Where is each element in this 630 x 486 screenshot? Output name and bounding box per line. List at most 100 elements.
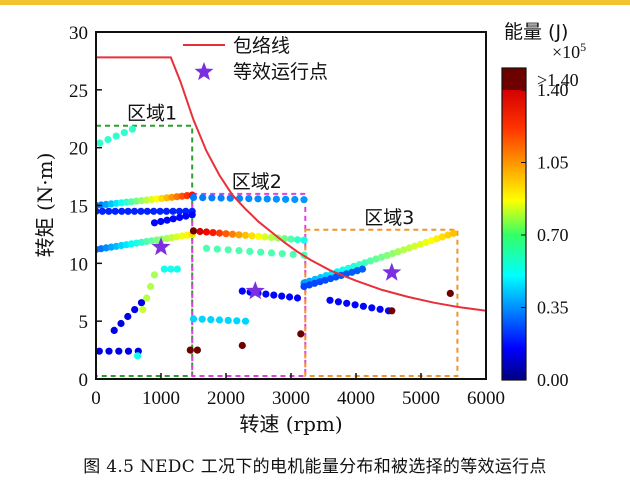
colorbar-ticks: 0.00 0.35 0.70 1.05 1.40 <box>521 80 569 390</box>
data-point <box>215 316 224 324</box>
data-point <box>248 232 256 240</box>
data-point <box>128 125 136 133</box>
y-tick-label: 0 <box>79 370 89 391</box>
data-point <box>112 132 120 140</box>
y-tick-label: 5 <box>79 312 89 333</box>
data-point <box>189 227 198 235</box>
data-point <box>359 302 367 310</box>
data-point <box>169 215 177 223</box>
colorbar-multiplier: ×105 <box>552 40 586 62</box>
data-point <box>173 265 181 273</box>
data-point <box>405 244 413 252</box>
data-point <box>131 306 139 314</box>
envelope-line <box>96 56 487 312</box>
x-axis-label: 转速 (rpm) <box>239 412 342 436</box>
data-point <box>272 195 280 203</box>
data-point <box>278 292 286 300</box>
data-point <box>104 136 112 144</box>
data-point <box>124 207 132 215</box>
data-point <box>278 250 286 258</box>
data-point <box>193 346 201 354</box>
data-point <box>189 315 198 323</box>
region2-label: 区域2 <box>232 171 282 193</box>
energy-points <box>96 125 458 360</box>
data-point <box>254 232 263 240</box>
y-axis-label: 转矩 (N·m) <box>33 153 57 258</box>
y-tick-label: 20 <box>69 139 88 160</box>
x-tick-label: 0 <box>91 388 101 409</box>
data-point <box>224 246 232 254</box>
data-point <box>235 247 243 255</box>
data-point <box>366 257 374 265</box>
colorbar-tick-label: 0.00 <box>537 370 569 390</box>
data-point <box>297 330 305 338</box>
data-point <box>163 216 171 224</box>
equivalent-points <box>151 237 402 300</box>
chart: 区域1 区域2 区域3 0 1000 2000 3000 4000 5000 6000 0 5 1… <box>33 21 586 436</box>
data-point <box>134 352 142 360</box>
data-point <box>343 299 351 307</box>
data-point <box>118 207 126 215</box>
data-point <box>291 195 299 204</box>
top-accent-bar <box>0 0 630 5</box>
colorbar-tick-label: 0.70 <box>537 225 569 245</box>
legend-envelope-label: 包络线 <box>233 35 290 57</box>
data-point <box>293 236 302 244</box>
x-tick-label: 3000 <box>272 388 310 409</box>
data-point <box>120 129 128 137</box>
data-point <box>150 271 159 279</box>
data-point <box>411 242 419 250</box>
data-point <box>422 238 430 247</box>
colorbar-over-swatch <box>502 68 526 90</box>
y-tick-label: 10 <box>69 254 88 275</box>
data-point <box>124 347 133 355</box>
data-point <box>449 229 458 237</box>
data-point <box>202 244 211 252</box>
data-point <box>257 248 265 256</box>
data-point <box>147 282 155 291</box>
data-point <box>444 231 452 239</box>
colorbar-frame <box>501 67 527 381</box>
x-tick-label: 4000 <box>337 388 375 409</box>
data-point <box>137 207 145 215</box>
equivalent-point-star <box>382 262 402 281</box>
figure-caption: 图 4.5 NEDC 工况下的电机能量分布和被选择的等效运行点 <box>83 457 547 477</box>
data-point <box>150 207 158 215</box>
data-point <box>175 207 183 215</box>
data-point <box>198 315 206 323</box>
data-point <box>254 195 262 203</box>
data-point <box>361 259 369 267</box>
data-point <box>150 219 159 227</box>
legend-star-shape <box>194 62 214 81</box>
data-point <box>186 346 194 354</box>
data-point <box>130 207 139 215</box>
data-point <box>267 249 276 257</box>
colorbar-tick-label: 1.40 <box>537 80 569 100</box>
data-point <box>235 231 243 239</box>
data-point <box>226 194 234 202</box>
data-point <box>261 233 269 241</box>
data-point <box>262 290 270 298</box>
data-point <box>334 298 342 306</box>
data-point <box>377 253 386 261</box>
data-point <box>245 195 253 203</box>
data-point <box>376 305 384 313</box>
data-point <box>233 317 241 325</box>
data-point <box>167 265 175 273</box>
data-point <box>162 207 171 215</box>
data-point <box>368 304 376 312</box>
axis-ticks: 0 1000 2000 3000 4000 5000 6000 0 5 10 15 20 25 30 <box>69 23 505 409</box>
x-tick-label: 5000 <box>402 388 440 409</box>
data-point <box>124 312 132 321</box>
region1-box <box>95 124 194 377</box>
plot-frame <box>95 31 487 380</box>
data-point <box>189 193 198 201</box>
y-tick-label: 25 <box>69 81 88 102</box>
data-point <box>293 294 302 302</box>
data-point <box>139 306 147 314</box>
data-point <box>282 195 290 203</box>
data-point <box>115 347 123 355</box>
data-point <box>228 230 237 238</box>
data-point <box>433 235 441 243</box>
y-tick-label: 15 <box>69 197 88 218</box>
